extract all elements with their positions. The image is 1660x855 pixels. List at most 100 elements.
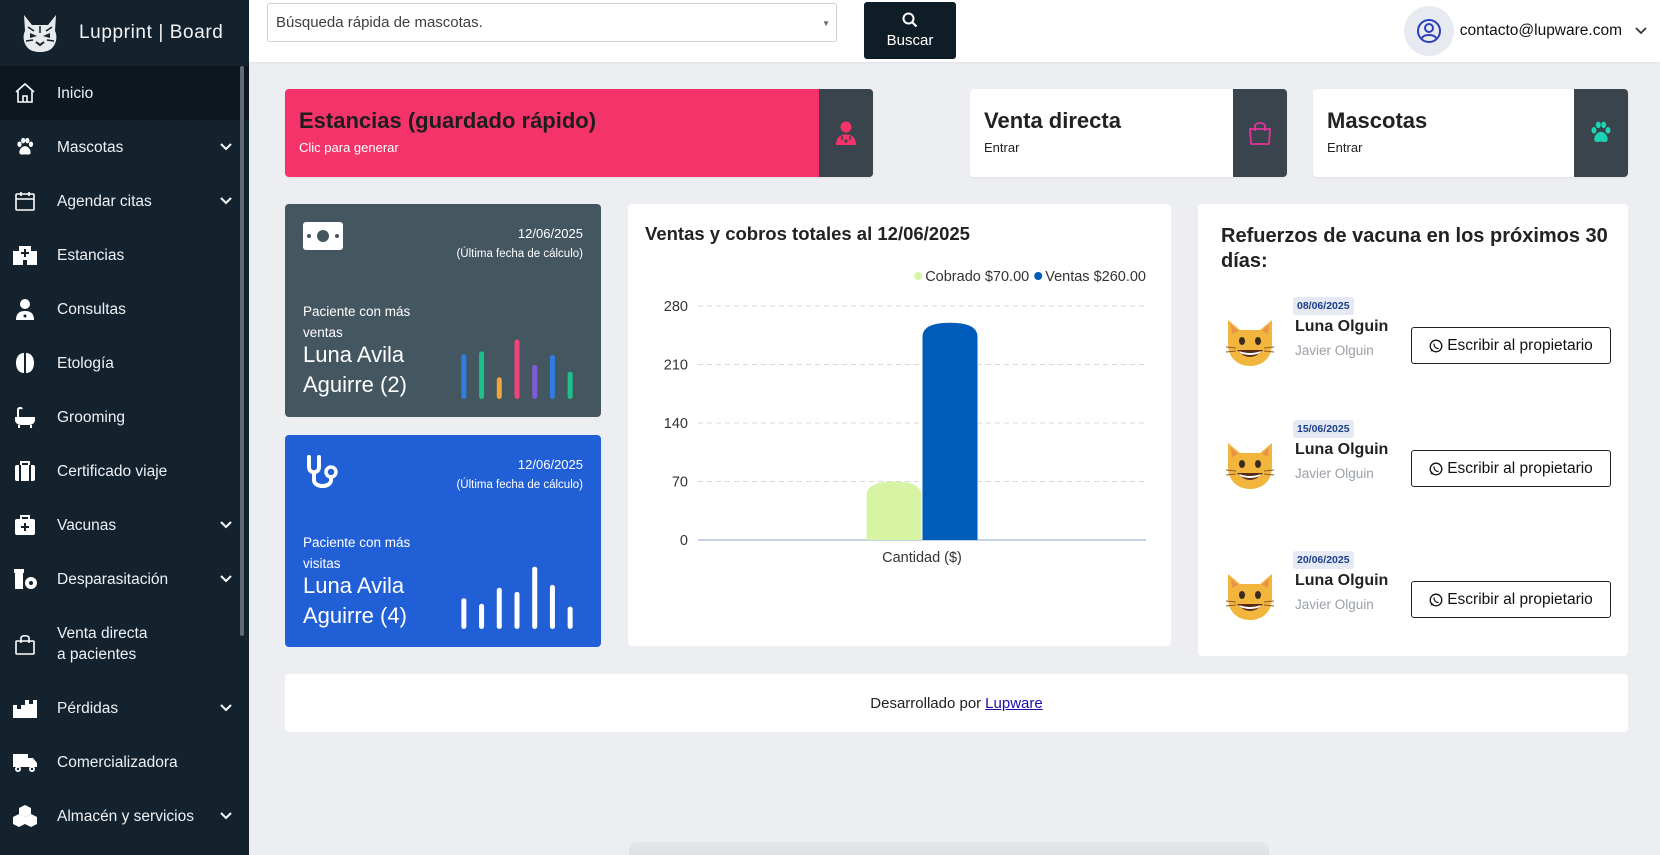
brain-icon bbox=[12, 350, 38, 376]
mini-bar bbox=[496, 377, 502, 399]
topbar: ▼ Buscar contacto@lupware.com bbox=[249, 0, 1660, 62]
quick-card-subtitle: Clic para generar bbox=[299, 140, 399, 155]
brand[interactable]: Lupprint | Board bbox=[0, 0, 249, 66]
pet-search-select[interactable]: ▼ bbox=[267, 3, 837, 42]
mini-bar bbox=[461, 354, 467, 399]
sidebar-item-label: Desparasitación bbox=[57, 570, 169, 588]
cat-face-icon bbox=[1225, 574, 1275, 620]
sidebar-item-label: Almacén y servicios bbox=[57, 807, 194, 825]
write-owner-button[interactable]: Escribir al propietario bbox=[1411, 581, 1611, 618]
mini-bar-chart bbox=[461, 339, 573, 399]
footer-link-lupware[interactable]: Lupware bbox=[985, 694, 1043, 712]
sidebar-item-label: Consultas bbox=[57, 300, 126, 318]
boxes-icon bbox=[12, 695, 38, 721]
sidebar-item-label: Mascotas bbox=[57, 138, 124, 156]
sidebar-item-vacunas[interactable]: Vacunas bbox=[0, 498, 249, 552]
search-input[interactable] bbox=[268, 4, 836, 41]
write-owner-button-label: Escribir al propietario bbox=[1447, 459, 1593, 477]
sidebar-item-agendar-citas[interactable]: Agendar citas bbox=[0, 174, 249, 228]
user-circle-icon bbox=[1416, 19, 1441, 43]
dropdown-caret-icon: ▼ bbox=[822, 19, 830, 28]
suitcase-icon bbox=[12, 458, 38, 484]
stat-date-note: (Última fecha de cálculo) bbox=[456, 248, 583, 260]
quick-card-subtitle: Entrar bbox=[984, 140, 1020, 155]
chart-bar[interactable] bbox=[922, 322, 978, 540]
sidebar-item-label: Certificado viaje bbox=[57, 462, 168, 480]
chart-title: Ventas y cobros totales al 12/06/2025 bbox=[645, 223, 970, 244]
sidebar-item-inicio[interactable]: Inicio bbox=[0, 66, 249, 120]
quick-card-mascotas[interactable]: Mascotas Entrar bbox=[1313, 89, 1628, 177]
legend-marker[interactable] bbox=[1034, 272, 1043, 280]
sidebar-item-perdidas[interactable]: Pérdidas bbox=[0, 681, 249, 735]
sidebar-item-label: Inicio bbox=[57, 84, 94, 102]
brand-name: Lupprint | Board bbox=[79, 22, 224, 43]
pet-name: Luna Olguin bbox=[1295, 572, 1389, 589]
y-tick-label: 210 bbox=[664, 358, 688, 374]
mini-bar-chart bbox=[461, 566, 573, 629]
money-icon bbox=[303, 222, 343, 250]
chevron-down-icon bbox=[220, 521, 232, 529]
write-owner-button[interactable]: Escribir al propietario bbox=[1411, 450, 1611, 487]
stat-patient-name: Luna Avila Aguirre (4) bbox=[303, 573, 407, 628]
footer-text: Desarrollado por bbox=[870, 694, 982, 712]
truck-icon bbox=[12, 749, 38, 775]
main-content: Estancias (guardado rápido) Clic para ge… bbox=[249, 62, 1660, 855]
mini-bar bbox=[461, 598, 467, 629]
whatsapp-icon bbox=[1429, 593, 1443, 606]
sidebar-item-label-line2: a pacientes bbox=[57, 645, 137, 663]
vaccine-card-title: Refuerzos de vacuna en los próximos 30 d… bbox=[1221, 225, 1608, 272]
vaccine-reminder-item: 15/06/2025 Luna Olguin Javier Olguin Esc… bbox=[1198, 420, 1628, 510]
sidebar-item-comercializadora[interactable]: Comercializadora bbox=[0, 735, 249, 789]
sidebar-item-grooming[interactable]: Grooming bbox=[0, 390, 249, 444]
doctor-icon bbox=[819, 89, 873, 177]
sidebar-item-label: Vacunas bbox=[57, 516, 117, 534]
y-tick-label: 140 bbox=[664, 416, 688, 432]
quick-card-venta-directa[interactable]: Venta directa Entrar bbox=[970, 89, 1287, 177]
stat-date-value: 12/06/2025 bbox=[517, 457, 583, 472]
pills-icon bbox=[12, 566, 38, 592]
mini-bar bbox=[532, 566, 538, 629]
owner-name: Javier Olguin bbox=[1295, 597, 1374, 612]
sidebar-nav: Inicio Mascotas Agendar citas Estancias … bbox=[0, 66, 249, 843]
mini-bar bbox=[567, 371, 573, 399]
mini-bar bbox=[514, 339, 520, 399]
sidebar-item-almacen[interactable]: Almacén y servicios bbox=[0, 789, 249, 843]
sidebar-item-consultas[interactable]: Consultas bbox=[0, 282, 249, 336]
sidebar-item-estancias[interactable]: Estancias bbox=[0, 228, 249, 282]
legend-marker[interactable] bbox=[914, 272, 923, 280]
search-button[interactable]: Buscar bbox=[864, 2, 956, 59]
cubes-icon bbox=[12, 803, 38, 829]
mini-bar bbox=[514, 591, 520, 629]
sidebar-item-mascotas[interactable]: Mascotas bbox=[0, 120, 249, 174]
sidebar-item-certificado-viaje[interactable]: Certificado viaje bbox=[0, 444, 249, 498]
sidebar-item-label: Etología bbox=[57, 354, 114, 372]
mini-bar bbox=[549, 584, 555, 629]
vaccine-date-badge: 15/06/2025 bbox=[1293, 420, 1354, 438]
quick-card-estancias[interactable]: Estancias (guardado rápido) Clic para ge… bbox=[285, 89, 873, 177]
write-owner-button[interactable]: Escribir al propietario bbox=[1411, 327, 1611, 364]
chart-bar[interactable] bbox=[866, 481, 922, 541]
home-icon bbox=[12, 80, 38, 106]
sidebar-item-etologia[interactable]: Etología bbox=[0, 336, 249, 390]
mini-bar bbox=[479, 603, 485, 629]
doctor-icon bbox=[12, 296, 38, 322]
sidebar-scrollbar[interactable] bbox=[240, 66, 244, 636]
stat-card-top-sales: 12/06/2025 (Última fecha de cálculo) Pac… bbox=[285, 204, 601, 417]
user-menu[interactable]: contacto@lupware.com bbox=[1403, 0, 1660, 62]
sidebar-item-label-line1: Venta directa bbox=[57, 624, 148, 642]
bath-icon bbox=[12, 404, 38, 430]
shopping-bag-icon bbox=[1233, 89, 1287, 177]
mini-bar bbox=[479, 351, 485, 399]
sidebar-item-label: Estancias bbox=[57, 246, 125, 264]
search-button-label: Buscar bbox=[886, 32, 934, 49]
sales-chart-card: Ventas y cobros totales al 12/06/2025 Ve… bbox=[628, 204, 1171, 646]
sidebar-item-desparasitacion[interactable]: Desparasitación bbox=[0, 552, 249, 606]
write-owner-button-label: Escribir al propietario bbox=[1447, 590, 1593, 608]
stat-date-value: 12/06/2025 bbox=[517, 226, 583, 241]
avatar bbox=[1403, 6, 1454, 56]
sidebar-item-venta-directa[interactable]: Venta directa a pacientes bbox=[0, 606, 249, 681]
mini-bar bbox=[532, 364, 538, 399]
sidebar: Lupprint | Board Inicio Mascotas Agendar… bbox=[0, 0, 249, 855]
user-email: contacto@lupware.com bbox=[1459, 22, 1622, 39]
paw-icon bbox=[12, 134, 38, 160]
